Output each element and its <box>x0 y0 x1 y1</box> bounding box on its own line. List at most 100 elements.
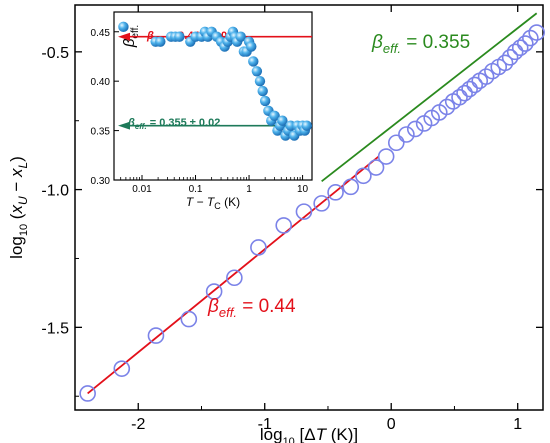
inset-data-point <box>155 36 166 47</box>
data-point <box>79 385 96 402</box>
data-point <box>250 239 267 256</box>
x-axis-title-base: 10 <box>283 436 295 443</box>
y-axis-title-sub2: L <box>16 162 30 169</box>
inset-y-title-sub: eff. <box>130 25 141 39</box>
inset-x-title-unit: (K) <box>221 195 240 209</box>
ref-label-beta: β <box>127 117 135 129</box>
data-point <box>180 310 198 328</box>
ref-arrowhead-2 <box>118 121 130 130</box>
data-point <box>377 148 395 165</box>
y-axis-title-open: ( <box>7 213 26 224</box>
ref-label-value: = 0.355 ± 0.02 <box>147 117 221 129</box>
inset-y-tick-label: 0.45 <box>91 28 111 39</box>
fit-label-beta: β <box>207 296 219 317</box>
data-point <box>466 76 483 94</box>
data-point <box>522 29 539 47</box>
data-point <box>477 68 495 85</box>
inset-data-point <box>269 110 280 121</box>
x-tick-label: 1 <box>513 416 522 433</box>
data-point <box>438 98 456 116</box>
inset-y-tick-label: 0.40 <box>91 77 111 88</box>
inset-data-point <box>174 31 185 42</box>
inset-data-point <box>235 31 246 42</box>
inset-x-tick-label: 10 <box>297 184 309 195</box>
fit-label-beta: β <box>371 32 383 53</box>
inset-y-title-beta: β <box>121 38 138 48</box>
data-point <box>506 43 524 61</box>
inset-x-tick-label: 1 <box>246 184 252 195</box>
data-point <box>147 327 165 344</box>
plot-frame <box>74 4 544 411</box>
data-point <box>113 360 131 377</box>
inset-y-tick-label: 0.30 <box>91 176 111 187</box>
inset-y-axis-title: βeff. <box>121 25 141 48</box>
data-point <box>342 178 360 196</box>
inset-x-tick-label: 0.1 <box>189 184 203 195</box>
inset-data-point <box>251 66 263 77</box>
x-tick-label: 0 <box>387 416 396 433</box>
inset-x-tick-label: 0.01 <box>132 184 152 195</box>
inset-x-title-T: T <box>186 195 195 209</box>
data-point <box>387 134 405 152</box>
x-tick-label: -1 <box>258 416 272 433</box>
x-axis-title: log10 [ΔT (K)] <box>260 425 358 443</box>
data-point <box>327 184 344 201</box>
data-point <box>367 159 385 176</box>
ref-label-2: βeff. = 0.355 ± 0.02 <box>127 117 220 131</box>
fit-label-1: βeff. = 0.44 <box>207 296 296 320</box>
y-tick-label: -1.0 <box>41 183 69 200</box>
data-point <box>398 126 415 143</box>
inset-x-title-T2: T <box>207 195 216 209</box>
inset-data-point <box>257 85 268 97</box>
fit-line-2 <box>321 12 538 183</box>
y-axis-title-close: ) <box>7 156 26 162</box>
data-point <box>456 84 473 102</box>
data-point <box>355 167 372 185</box>
data-point <box>205 283 223 300</box>
y-tick-label: -0.5 <box>41 45 69 62</box>
x-axis-title-var: T <box>316 425 328 443</box>
fit-label-sub: eff. <box>383 41 401 56</box>
x-tick-label: -2 <box>131 416 145 433</box>
y-axis-title-x2: x <box>7 168 26 178</box>
inset-data-point <box>118 21 129 33</box>
data-point <box>461 80 478 98</box>
data-point <box>516 35 534 52</box>
x-axis-title-log: log <box>260 425 283 443</box>
inset-data-point <box>259 95 271 107</box>
inset-data-point <box>248 56 259 67</box>
y-axis-title-minus: − <box>7 177 26 196</box>
x-axis-title-unit: (K)] <box>326 425 358 443</box>
ref-label-sub: eff. <box>135 122 147 131</box>
inset-y-tick-label: 0.35 <box>91 127 111 138</box>
inset-x-axis-title: T − TC (K) <box>186 195 240 211</box>
data-point <box>528 24 545 41</box>
x-axis-title-open: [Δ <box>295 425 316 443</box>
inset-x-title-minus: − <box>193 195 207 209</box>
data-point <box>501 49 519 66</box>
data-point <box>511 39 529 57</box>
fit-label-2: βeff. = 0.355 <box>371 32 470 56</box>
ref-label-beta: β <box>146 30 154 42</box>
inset-data-point <box>301 120 313 131</box>
inset-data-point <box>254 75 266 87</box>
inset-data-point <box>246 41 257 52</box>
y-axis-title-group: log10 (xU − xL) <box>7 156 30 259</box>
data-point <box>406 120 424 138</box>
inset-y-title-group: βeff. <box>121 25 141 48</box>
inset-plot: 0.01 0.1 1 100.300.350.400.45T − TC (K)βeff… <box>91 11 313 211</box>
ref-arrowhead-1 <box>118 32 130 41</box>
y-axis-title-base: 10 <box>18 224 30 236</box>
fit-label-sub: eff. <box>219 305 237 320</box>
inset-data-point <box>277 115 288 126</box>
y-tick-label: -1.5 <box>41 320 69 337</box>
y-axis-title: log10 (xU − xL) <box>7 156 30 259</box>
inset-x-title-sub: C <box>214 201 221 211</box>
fit-line-1 <box>87 155 380 395</box>
fit-label-value: = 0.44 <box>237 296 296 317</box>
fit-label-value: = 0.355 <box>401 32 470 53</box>
data-point <box>226 269 243 287</box>
y-axis-title-log: log <box>7 236 26 259</box>
